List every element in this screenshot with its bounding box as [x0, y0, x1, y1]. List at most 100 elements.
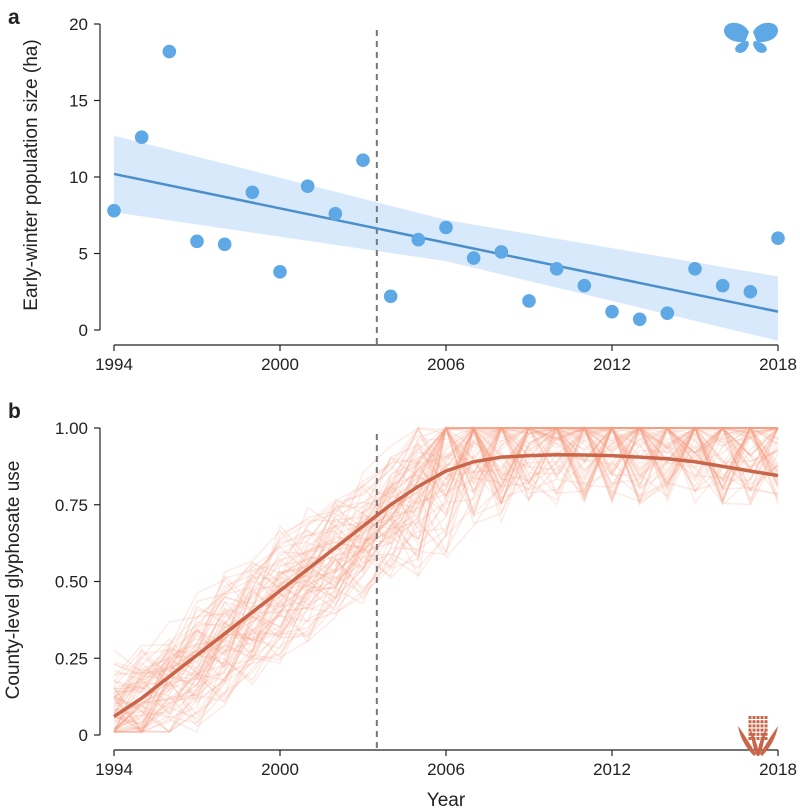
county-line	[113, 426, 779, 677]
y-axis-label-a: Early-winter population size (ha)	[21, 39, 42, 310]
y-tick-label: 0.75	[55, 496, 88, 515]
panel-letter-b: b	[8, 400, 21, 423]
county-line	[113, 427, 779, 690]
county-line	[113, 426, 779, 733]
county-line	[113, 426, 778, 733]
panel-a-plot: 0 5 10 15 20 1994 2000 2006 2012 2018 Early-wint…	[21, 15, 797, 374]
county-line	[113, 426, 779, 728]
county-line	[113, 427, 778, 726]
county-line	[114, 425, 779, 733]
data-point	[632, 312, 647, 327]
y-tick-label: 0	[79, 321, 88, 340]
county-line	[113, 426, 778, 716]
y-tick-label: 20	[69, 15, 88, 34]
y-tick-label: 1.00	[55, 419, 88, 438]
county-line	[113, 425, 779, 733]
x-tick-label: 1994	[95, 355, 133, 374]
county-line	[113, 426, 779, 733]
y-axis-label-b: County-level glyphosate use	[3, 461, 24, 700]
trend-line-b	[113, 452, 779, 719]
county-line	[113, 426, 778, 733]
county-line	[113, 426, 778, 675]
county-line	[114, 425, 779, 733]
y-tick-label: 0.50	[55, 573, 88, 592]
county-line	[113, 426, 779, 733]
county-line	[113, 425, 779, 733]
county-line	[113, 426, 779, 677]
data-point	[300, 179, 315, 193]
county-line	[113, 425, 779, 725]
x-tick-label: 2012	[593, 760, 631, 779]
data-point	[411, 232, 426, 247]
county-line	[113, 427, 779, 733]
data-point	[273, 265, 287, 279]
y-tick-label: 15	[69, 92, 88, 111]
county-line	[113, 427, 779, 733]
x-ticks-b: 1994 2000 2006 2012 2018	[95, 750, 797, 779]
x-tick-label: 2000	[261, 355, 299, 374]
county-line	[113, 426, 779, 675]
data-point	[549, 262, 564, 276]
county-line	[113, 427, 778, 733]
county-line	[113, 427, 779, 693]
x-axis-label-b: Year	[427, 790, 466, 811]
data-point	[356, 153, 370, 167]
county-line	[113, 427, 779, 689]
county-line	[113, 426, 779, 695]
county-line	[113, 426, 778, 733]
county-line	[113, 426, 779, 686]
x-tick-label: 1994	[95, 760, 133, 779]
county-line	[113, 427, 779, 729]
data-point	[328, 206, 343, 221]
county-line	[113, 427, 778, 729]
county-line	[114, 426, 779, 733]
y-ticks-b: 0 0.25 0.50 0.75 1.00	[55, 419, 100, 745]
data-point	[439, 220, 453, 235]
county-line	[113, 426, 779, 720]
county-line	[113, 427, 779, 734]
data-point	[605, 304, 619, 319]
county-line	[113, 426, 778, 694]
county-line	[113, 427, 779, 714]
data-point	[466, 251, 481, 265]
county-line	[113, 427, 779, 733]
county-line	[113, 427, 778, 698]
county-line	[113, 426, 779, 693]
county-line	[113, 427, 779, 681]
x-tick-label: 2018	[759, 355, 797, 374]
county-line	[113, 426, 779, 733]
county-line	[113, 426, 778, 707]
butterfly-icon	[724, 22, 778, 53]
data-point	[494, 245, 509, 259]
county-line	[113, 426, 779, 708]
county-line	[113, 427, 778, 700]
y-tick-label: 0.25	[55, 649, 88, 668]
data-point	[134, 130, 149, 145]
x-ticks-a: 1994 2000 2006 2012 2018	[95, 345, 797, 374]
county-line	[113, 426, 779, 731]
x-tick-label: 2006	[427, 355, 465, 374]
county-line	[113, 426, 779, 733]
county-line	[113, 427, 778, 733]
county-line	[113, 426, 779, 698]
data-point	[162, 44, 177, 59]
county-line	[113, 427, 778, 733]
data-point	[771, 231, 785, 245]
county-line	[113, 427, 779, 732]
y-tick-label: 5	[79, 245, 88, 264]
x-tick-label: 2012	[593, 355, 631, 374]
county-line	[113, 426, 779, 678]
county-line	[114, 427, 778, 733]
county-line	[113, 427, 778, 688]
trend-line-a	[113, 172, 779, 313]
data-point	[660, 306, 675, 320]
x-tick-label: 2000	[261, 760, 299, 779]
county-line	[113, 427, 779, 733]
confidence-band	[114, 135, 778, 341]
county-line	[113, 427, 778, 711]
data-point	[383, 289, 398, 304]
county-line	[113, 426, 778, 731]
data-point	[245, 185, 260, 200]
data-point	[743, 284, 758, 299]
